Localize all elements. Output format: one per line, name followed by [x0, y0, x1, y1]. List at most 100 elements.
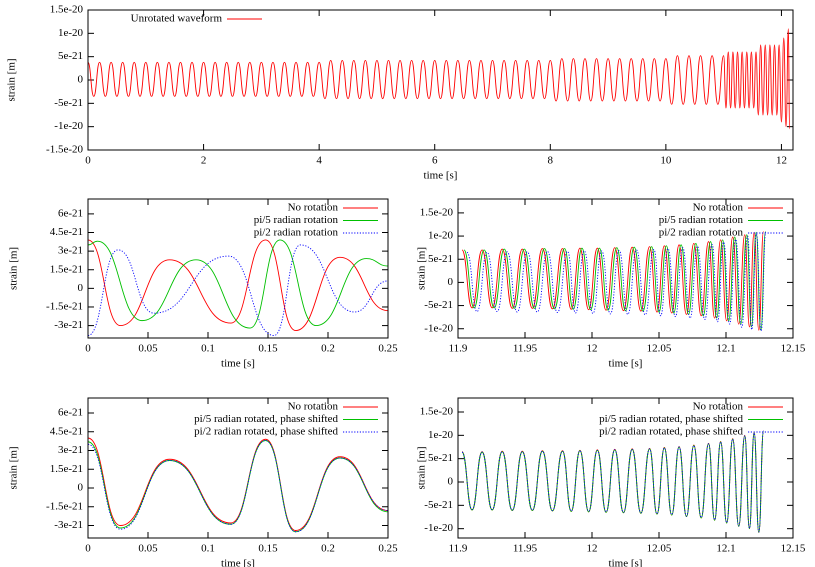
- x-tick-label: 0.1: [201, 343, 215, 355]
- x-tick-label: 12.15: [781, 343, 806, 355]
- x-tick-label: 12: [587, 343, 598, 355]
- y-tick-label: 0: [78, 482, 84, 494]
- x-tick-label: 12: [776, 155, 787, 167]
- y-tick-label: -5e-21: [54, 97, 83, 109]
- x-tick-label: 12.1: [716, 543, 735, 555]
- legend-label: Unrotated waveform: [131, 13, 223, 25]
- legend-label: No rotation: [693, 401, 744, 413]
- y-tick-label: 6e-21: [58, 207, 83, 219]
- y-tick-label: -5e-21: [424, 499, 453, 511]
- y-tick-label: 5e-21: [428, 452, 453, 464]
- legend-label: pi/5 radian rotated, phase shifted: [599, 413, 743, 425]
- x-tick-label: 8: [548, 155, 554, 167]
- plot-area: [88, 437, 388, 533]
- plot-frame: [87, 198, 389, 339]
- x-axis-label: time [s]: [609, 358, 643, 370]
- x-tick-label: 2: [201, 155, 207, 167]
- x-tick-label: 10: [660, 155, 672, 167]
- series-line: [88, 28, 790, 130]
- x-tick-label: 0.2: [321, 343, 335, 355]
- legend-label: pi/5 radian rotated, phase shifted: [194, 413, 338, 425]
- y-tick-label: 1.5e-20: [420, 406, 454, 418]
- y-tick-label: 1.5e-21: [50, 463, 83, 475]
- y-tick-label: 0: [448, 476, 454, 488]
- series-line: [88, 239, 388, 329]
- x-tick-label: 4: [316, 155, 322, 167]
- x-tick-label: 11.95: [513, 343, 538, 355]
- y-axis-label: strain [m]: [8, 247, 20, 290]
- y-tick-label: 4.5e-21: [50, 226, 83, 238]
- x-axis-label: time [s]: [424, 170, 458, 182]
- series-line: [461, 230, 764, 331]
- series-line: [466, 231, 767, 332]
- y-tick-label: -3e-21: [54, 519, 83, 531]
- y-tick-label: -1.5e-21: [46, 500, 83, 512]
- y-tick-label: 0: [78, 74, 84, 86]
- plot-frame: [87, 397, 389, 539]
- x-tick-label: 12.1: [716, 343, 735, 355]
- y-tick-label: 6e-21: [58, 407, 83, 419]
- x-tick-label: 11.9: [449, 543, 468, 555]
- legend-label: No rotation: [693, 202, 744, 214]
- x-tick-label: 0.25: [378, 543, 398, 555]
- plot-frame: [87, 9, 794, 151]
- x-tick-label: 0.2: [321, 543, 335, 555]
- series-line: [88, 239, 388, 332]
- series-line: [461, 430, 764, 533]
- plot-area: [88, 28, 790, 130]
- series-line: [463, 230, 766, 331]
- y-tick-label: 4.5e-21: [50, 425, 83, 437]
- y-tick-label: 1.5e-21: [50, 263, 83, 275]
- legend-label: No rotation: [288, 401, 339, 413]
- legend-label: pi/2 radian rotation: [254, 227, 339, 239]
- y-tick-label: 0: [448, 276, 454, 288]
- y-tick-label: -1.5e-21: [46, 301, 83, 313]
- x-tick-label: 12.05: [647, 343, 672, 355]
- y-axis-label: strain [m]: [6, 58, 18, 101]
- x-tick-label: 12.05: [647, 543, 672, 555]
- plot-frame: [457, 198, 794, 339]
- y-tick-label: -1.5e-20: [46, 144, 83, 156]
- y-tick-label: 1.5e-20: [50, 4, 84, 16]
- y-tick-label: 5e-21: [58, 50, 83, 62]
- y-tick-label: 1e-20: [428, 429, 454, 441]
- plot-frame: [457, 397, 794, 539]
- y-tick-label: -5e-21: [424, 299, 453, 311]
- series-line: [88, 440, 388, 533]
- x-tick-label: 0.05: [138, 543, 158, 555]
- y-tick-label: 0: [78, 282, 84, 294]
- series-line: [88, 437, 388, 531]
- y-tick-label: 1.5e-20: [420, 206, 454, 218]
- x-tick-label: 11.95: [513, 543, 538, 555]
- x-tick-label: 0.1: [201, 543, 215, 555]
- y-tick-label: -1e-20: [424, 322, 453, 334]
- legend-label: No rotation: [288, 202, 339, 214]
- x-tick-label: 0.25: [378, 343, 398, 355]
- legend-label: pi/5 radian rotation: [254, 214, 339, 226]
- x-axis-label: time [s]: [221, 558, 255, 567]
- x-tick-label: 12.15: [781, 543, 806, 555]
- x-tick-label: 0.15: [258, 543, 278, 555]
- y-axis-label: strain [m]: [416, 247, 428, 290]
- legend-label: pi/2 radian rotated, phase shifted: [599, 426, 743, 438]
- y-axis-label: strain [m]: [416, 446, 428, 489]
- series-line: [461, 430, 764, 533]
- x-tick-label: 0.05: [138, 343, 158, 355]
- y-tick-label: -3e-21: [54, 319, 83, 331]
- y-tick-label: -1e-20: [54, 120, 83, 132]
- y-tick-label: 3e-21: [58, 444, 83, 456]
- y-tick-label: 1e-20: [58, 27, 84, 39]
- x-tick-label: 0.15: [258, 343, 278, 355]
- y-tick-label: -1e-20: [424, 522, 453, 534]
- y-tick-label: 5e-21: [428, 253, 453, 265]
- y-tick-label: 3e-21: [58, 245, 83, 257]
- legend-label: pi/2 radian rotated, phase shifted: [194, 426, 338, 438]
- legend-label: pi/5 radian rotation: [659, 214, 744, 226]
- plot-area: [88, 239, 388, 336]
- y-tick-label: 1e-20: [428, 230, 454, 242]
- x-tick-label: 11.9: [449, 343, 468, 355]
- x-tick-label: 0: [85, 543, 91, 555]
- x-tick-label: 0: [85, 343, 91, 355]
